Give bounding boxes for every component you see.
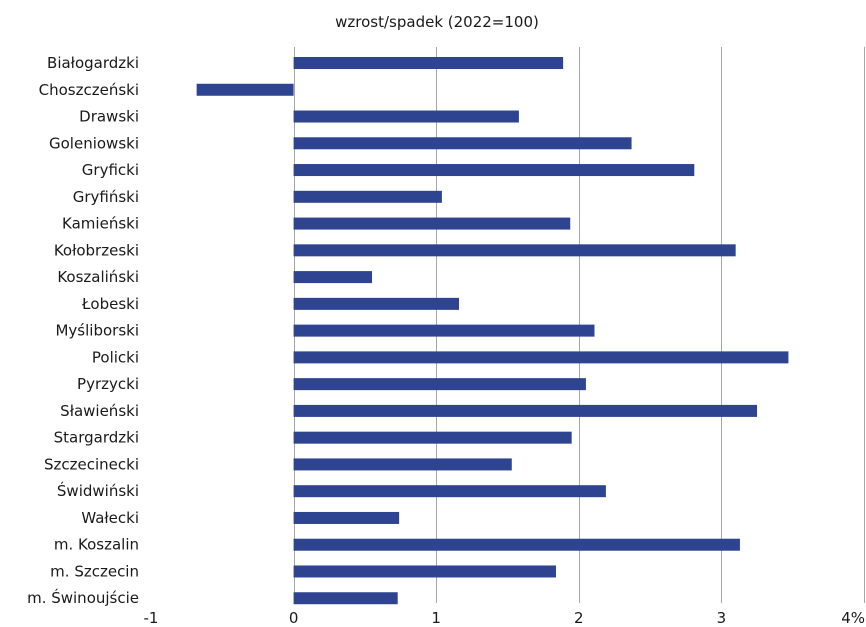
category-label-8: Koszaliński [57, 268, 139, 286]
bar-1 [196, 83, 294, 96]
category-label-1: Choszczeński [39, 81, 139, 99]
bars [196, 57, 789, 605]
category-label-3: Goleniowski [49, 134, 139, 152]
category-label-2: Drawski [79, 108, 139, 126]
bar-16 [293, 485, 606, 498]
bar-2 [293, 110, 519, 123]
category-label-0: Białogardzki [47, 54, 139, 72]
bar-3 [293, 137, 632, 150]
x-tick-label-5: 4% [841, 609, 865, 627]
bar-7 [293, 244, 736, 257]
x-tick-label-1: 0 [289, 609, 299, 627]
category-label-15: Szczecinecki [44, 455, 139, 473]
x-tick-label-2: 1 [431, 609, 441, 627]
category-label-17: Wałecki [81, 509, 139, 527]
bar-17 [293, 511, 400, 524]
category-label-11: Policki [92, 348, 139, 366]
bar-14 [293, 431, 572, 444]
category-label-20: m. Świnoujście [27, 588, 139, 607]
bar-20 [293, 592, 398, 605]
bar-15 [293, 458, 512, 471]
category-label-9: Łobeski [81, 295, 139, 313]
bar-9 [293, 297, 460, 310]
bar-6 [293, 217, 571, 230]
category-label-4: Gryficki [82, 161, 139, 179]
chart-title: wzrost/spadek (2022=100) [335, 13, 539, 31]
bar-11 [293, 351, 789, 364]
x-tick-label-4: 3 [717, 609, 727, 627]
x-axis-tick-labels: -1 0 1 2 3 4% [144, 609, 865, 627]
bar-10 [293, 324, 595, 337]
category-label-19: m. Szczecin [50, 562, 139, 580]
category-labels: Białogardzki Choszczeński Drawski Goleniows… [27, 54, 139, 607]
bar-12 [293, 378, 586, 391]
x-tick-label-3: 2 [574, 609, 584, 627]
category-label-7: Kołobrzeski [54, 241, 139, 259]
category-label-5: Gryfiński [73, 188, 139, 206]
bar-8 [293, 271, 373, 284]
category-label-12: Pyrzycki [77, 375, 139, 393]
bar-19 [293, 565, 556, 578]
category-label-16: Świdwiński [57, 481, 139, 500]
x-tick-label-0: -1 [144, 609, 159, 627]
category-label-18: m. Koszalin [54, 536, 139, 554]
bar-13 [293, 404, 758, 417]
category-label-14: Stargardzki [54, 429, 139, 447]
bar-5 [293, 190, 442, 203]
bar-18 [293, 538, 740, 551]
category-label-6: Kamieński [62, 215, 139, 233]
category-label-13: Sławieński [60, 402, 139, 420]
bar-0 [293, 57, 564, 69]
bar-4 [293, 164, 695, 177]
category-label-10: Myśliborski [55, 322, 139, 340]
